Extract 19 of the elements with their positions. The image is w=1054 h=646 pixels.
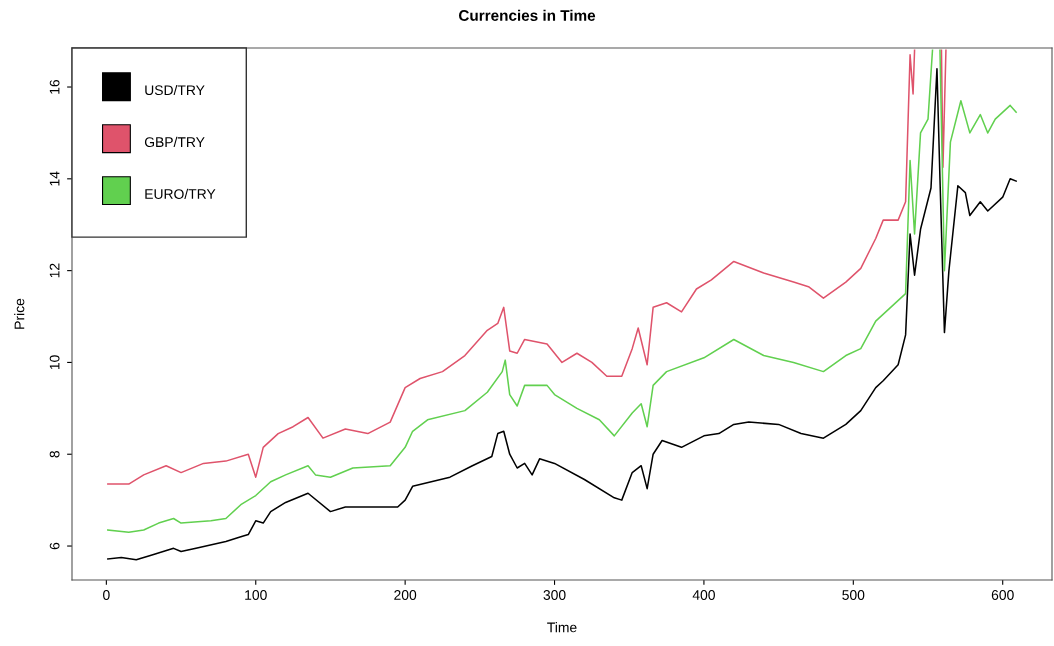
legend-label: GBP/TRY: [144, 136, 205, 148]
y-tick-label: 12: [49, 263, 60, 278]
x-tick-label: 500: [842, 590, 865, 600]
x-tick-label: 200: [394, 590, 417, 600]
x-axis-title: Time: [547, 622, 577, 633]
x-tick-label: 100: [245, 590, 267, 600]
y-tick-label: 6: [49, 542, 60, 550]
legend-label: EURO/TRY: [145, 188, 216, 199]
x-tick-label: 300: [543, 590, 566, 600]
x-tick-label: 600: [991, 590, 1014, 600]
chart-title: Currencies in Time: [458, 9, 596, 21]
legend-label: USD/TRY: [145, 84, 205, 96]
x-tick-label: 400: [692, 590, 715, 600]
y-tick-label: 16: [49, 79, 60, 94]
y-tick-label: 14: [49, 171, 60, 186]
y-tick-label: 10: [49, 355, 60, 370]
y-axis-title: Price: [14, 298, 25, 329]
y-tick-label: 8: [49, 450, 60, 458]
x-tick-label: 0: [103, 590, 110, 600]
